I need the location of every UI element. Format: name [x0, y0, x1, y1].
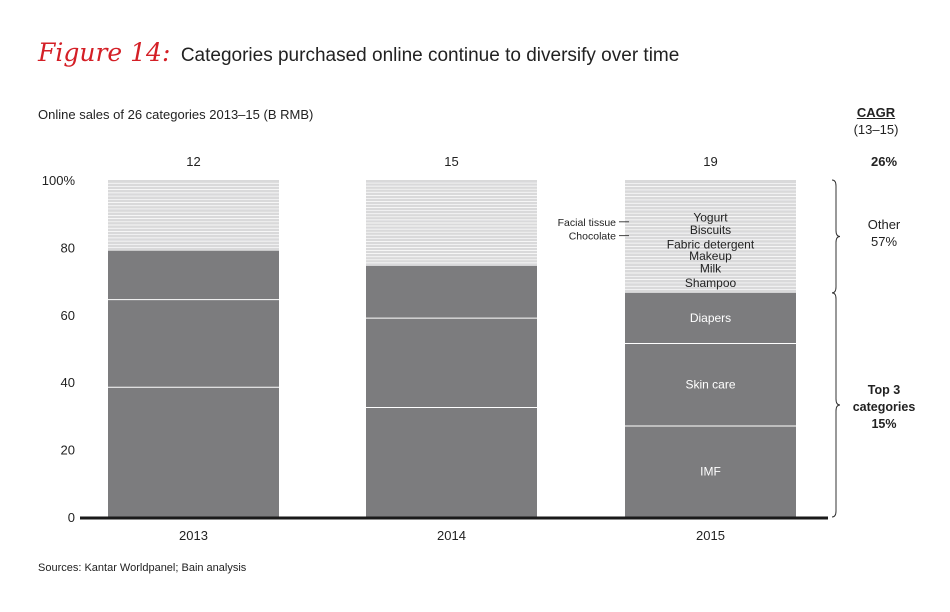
other-category-label: Milk	[700, 261, 722, 275]
bar-top3-segment	[108, 250, 279, 300]
figure-label: Figure 14:	[38, 38, 171, 67]
cagr-header-title: CAGR	[856, 105, 896, 120]
brace-other	[831, 179, 841, 294]
bar-top3-segment	[366, 265, 537, 319]
cagr-other-value: 57%	[871, 234, 897, 249]
y-tick-label: 80	[61, 240, 75, 255]
chart-subtitle: Online sales of 26 categories 2013–15 (B…	[38, 107, 314, 122]
other-category-label: Shampoo	[685, 276, 737, 290]
y-tick-label: 100%	[42, 173, 76, 188]
cagr-top3-value: 15%	[871, 417, 896, 431]
y-tick-label: 20	[61, 443, 75, 458]
cagr-header-period: (13–15)	[853, 122, 899, 137]
segment-label: Skin care	[685, 378, 735, 392]
figure-title: Categories purchased online continue to …	[180, 45, 680, 66]
bar-top3-segment	[625, 292, 796, 344]
y-tick-label: 40	[61, 375, 75, 390]
bar-total-label: 12	[186, 154, 200, 169]
callout-label: Chocolate	[569, 231, 616, 243]
x-tick-label: 2014	[437, 528, 466, 543]
other-category-label: Fabric detergent	[667, 238, 755, 252]
bar-top3-segment	[108, 387, 279, 517]
cagr-total-value: 26%	[871, 154, 897, 169]
bar-top3-segment	[625, 343, 796, 427]
brace-top3	[831, 292, 841, 518]
bar-top3-segment	[366, 318, 537, 408]
cagr-header: CAGR (13–15)	[846, 104, 906, 138]
bar-top3-segment	[366, 407, 537, 517]
figure-heading: Figure 14: Categories purchased online c…	[38, 38, 679, 67]
other-category-label: Biscuits	[690, 223, 731, 237]
callout-label: Facial tissue	[558, 217, 617, 229]
source-note: Sources: Kantar Worldpanel; Bain analysi…	[38, 562, 247, 574]
cagr-top3-label: categories	[853, 400, 916, 414]
cagr-other-label: Other	[868, 217, 901, 232]
segment-label: Diapers	[690, 311, 731, 325]
bar-total-label: 15	[444, 154, 458, 169]
bar-top3-segment	[108, 299, 279, 388]
y-tick-label: 0	[68, 510, 75, 525]
segment-label: IMF	[700, 465, 721, 479]
other-category-label: Yogurt	[693, 211, 728, 225]
x-tick-label: 2013	[179, 528, 208, 543]
y-tick-label: 60	[61, 308, 75, 323]
x-tick-label: 2015	[696, 528, 725, 543]
cagr-top3-label: Top 3	[868, 383, 900, 397]
other-category-label: Makeup	[689, 249, 732, 263]
bar-top3-segment	[625, 426, 796, 517]
bar-total-label: 19	[703, 154, 717, 169]
